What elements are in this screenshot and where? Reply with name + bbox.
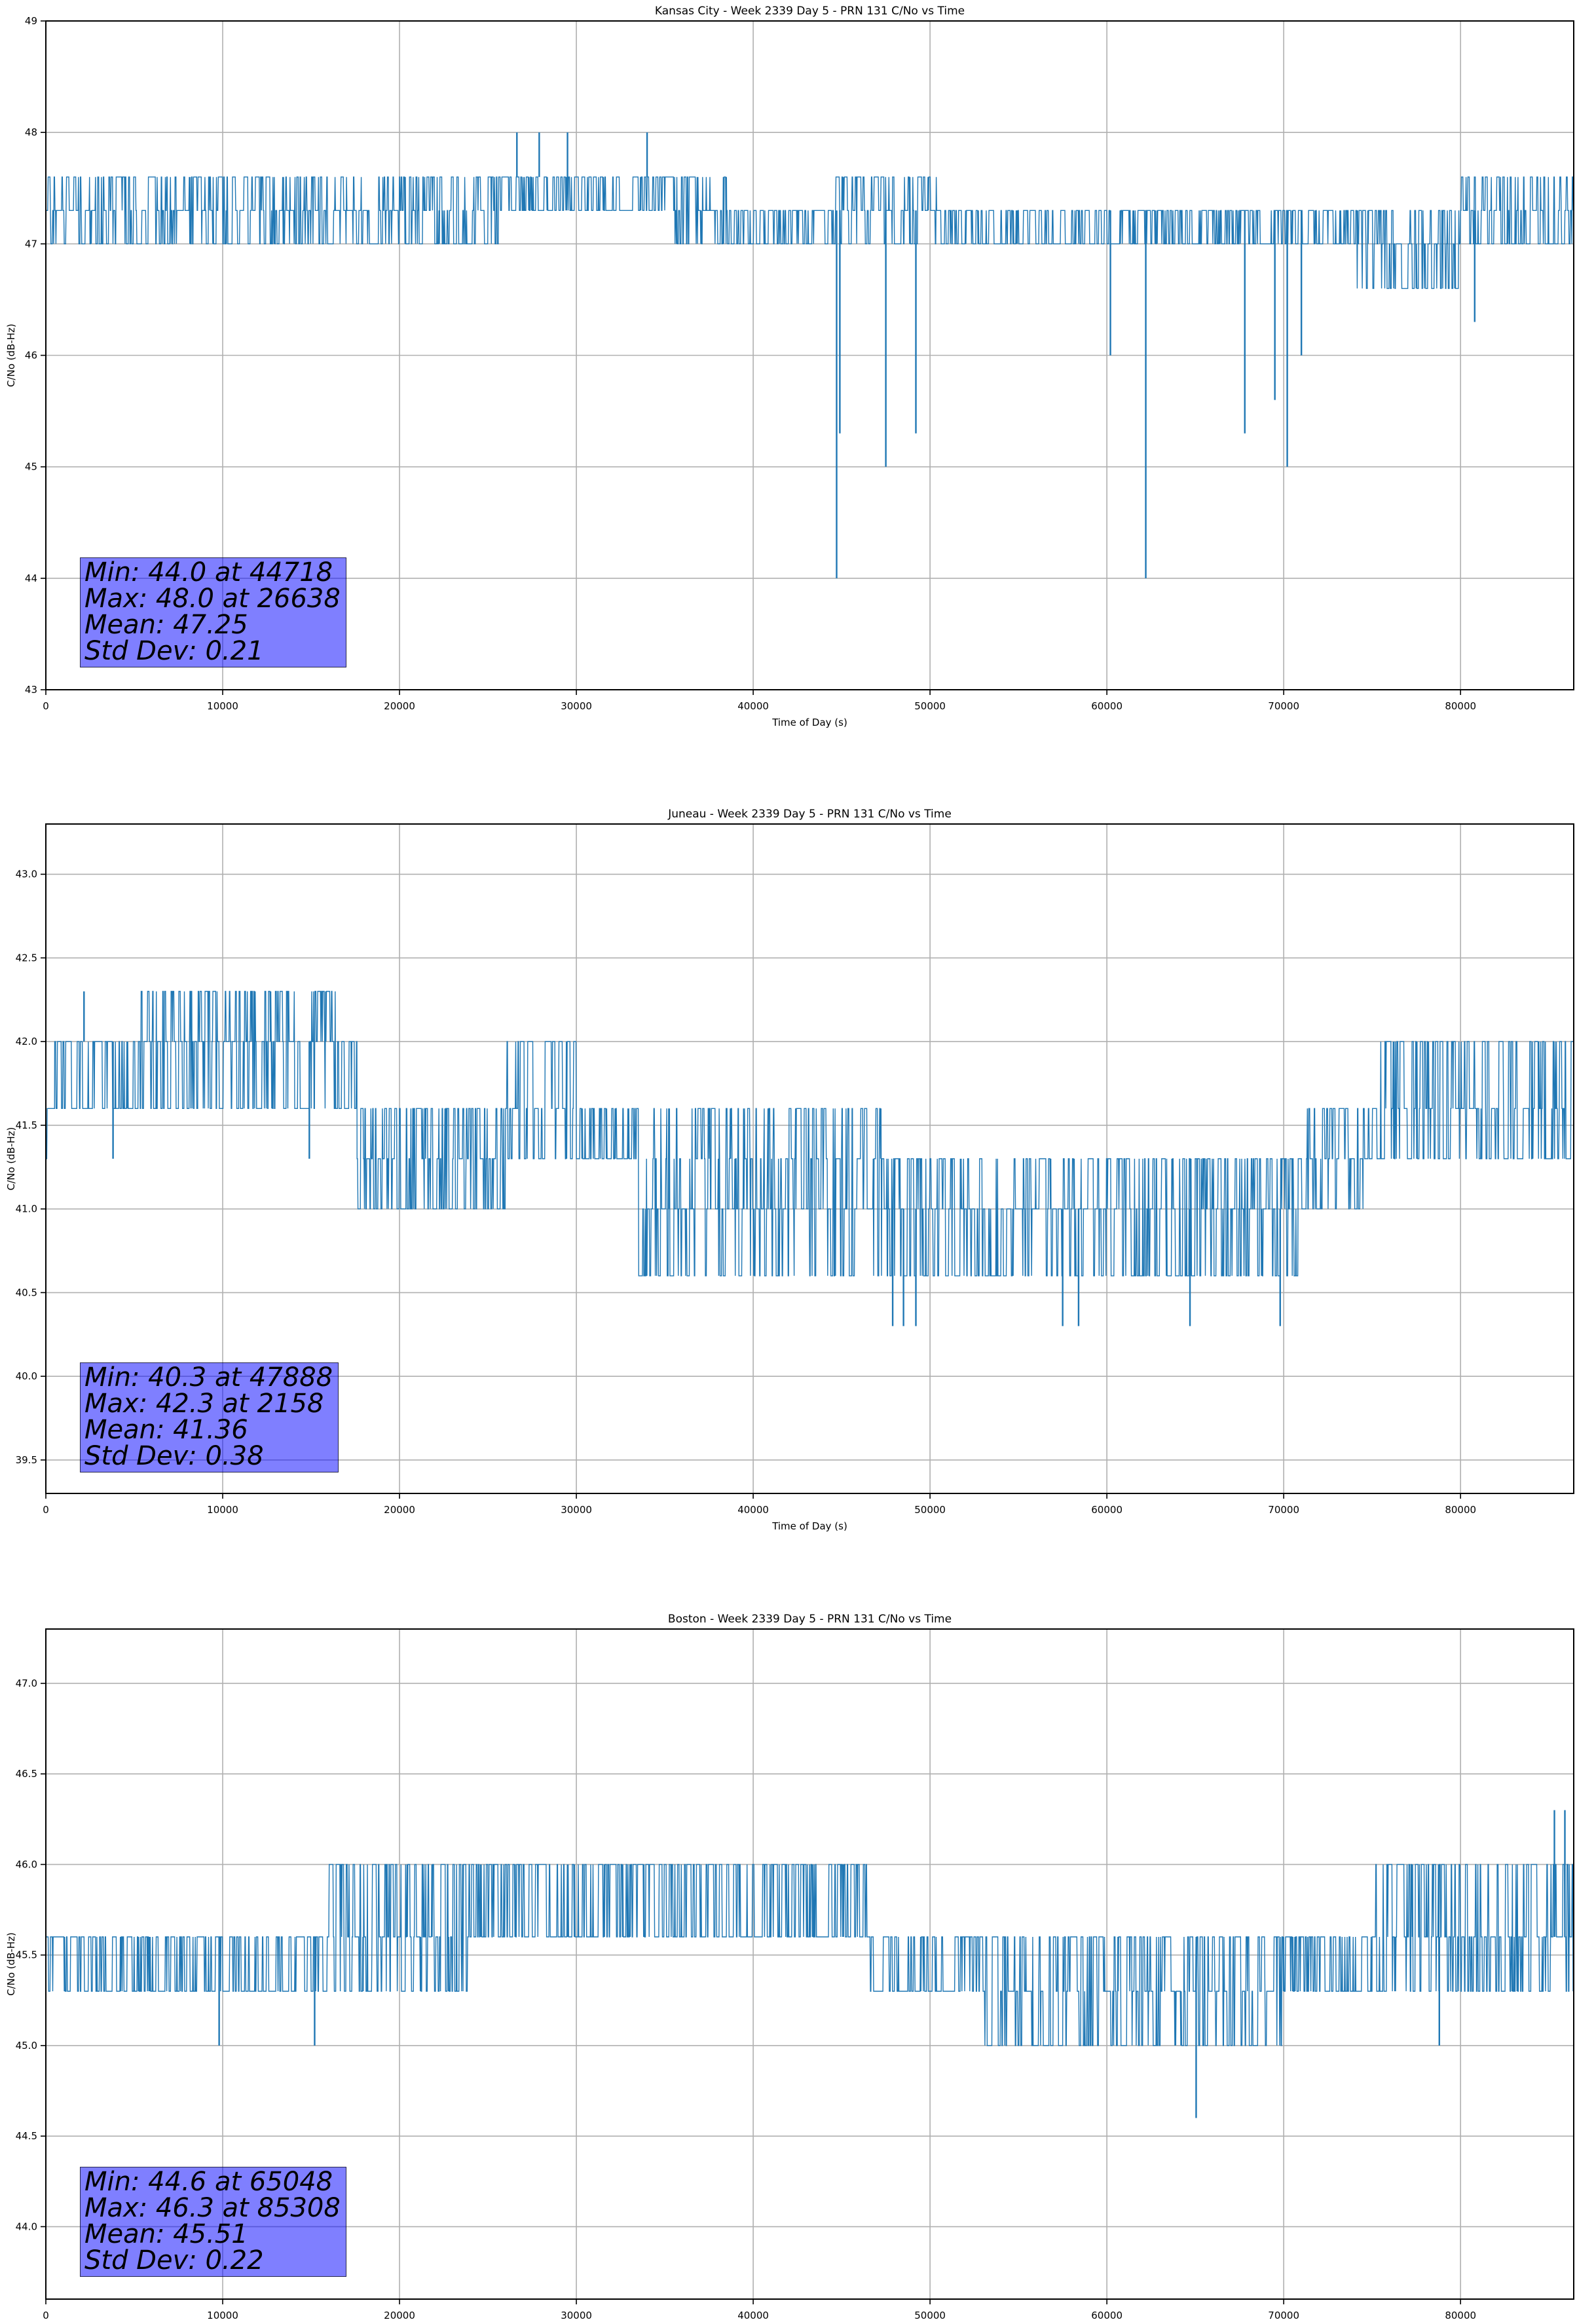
x-tick-label: 20000: [384, 700, 415, 712]
y-axis-label: C/No (dB-Hz): [5, 1127, 17, 1191]
subplot-3: 0 10000 20000 30000 40000 50000 60000 70000 8000…: [5, 1613, 1574, 2321]
stats-line: Std Dev: 0.21: [84, 636, 264, 666]
x-tick-label: 30000: [561, 700, 592, 712]
x-tick-label: 40000: [737, 1504, 769, 1516]
y-tick-label: 47: [25, 238, 37, 250]
x-tick-label: 50000: [914, 1504, 946, 1516]
x-tick-label: 70000: [1268, 700, 1299, 712]
stats-line: Max: 46.3 at 85308: [84, 2193, 341, 2223]
y-tick-label: 45.0: [16, 2040, 37, 2052]
stats-line: Mean: 47.25: [84, 610, 248, 640]
y-tick-label: 47.0: [16, 1677, 37, 1689]
y-tick-label: 41.0: [16, 1203, 37, 1215]
stats-line: Min: 44.6 at 65048: [84, 2167, 333, 2197]
y-axis-label: C/No (dB-Hz): [5, 324, 17, 387]
y-tick-label: 45.5: [16, 1949, 37, 1961]
x-tick-label: 0: [43, 2310, 49, 2321]
y-tick-label: 39.5: [16, 1454, 37, 1466]
y-tick-label: 43.0: [16, 869, 37, 880]
x-tick-label: 30000: [561, 2310, 592, 2321]
stats-line: Std Dev: 0.22: [84, 2245, 264, 2276]
y-tick-label: 45: [25, 461, 37, 473]
axes-frame: [45, 1628, 1574, 2300]
x-tick-label: 40000: [737, 2310, 769, 2321]
y-tick-label: 46.5: [16, 1768, 37, 1780]
axes-frame: [45, 823, 1574, 1494]
y-tick-label: 44.5: [16, 2130, 37, 2142]
stats-line: Min: 44.0 at 44718: [84, 557, 333, 588]
x-tick-label: 10000: [207, 1504, 238, 1516]
y-axis-label: C/No (dB-Hz): [5, 1932, 17, 1996]
series-line: [46, 990, 1574, 1277]
stats-box: Min: 44.0 at 44718 Max: 48.0 at 26638 Mean…: [80, 557, 346, 667]
y-tick-label: 43: [25, 684, 37, 696]
y-tick-label: 42.0: [16, 1036, 37, 1047]
x-tick-label: 20000: [384, 2310, 415, 2321]
x-tick-label: 40000: [737, 700, 769, 712]
x-tick-label: 80000: [1445, 2310, 1476, 2321]
chart-title: Boston - Week 2339 Day 5 - PRN 131 C/No …: [668, 1613, 952, 1626]
stats-line: Std Dev: 0.38: [84, 1441, 264, 1471]
x-tick-label: 70000: [1268, 1504, 1299, 1516]
x-axis-label: Time of Day (s): [771, 1520, 847, 1532]
x-tick-label: 10000: [207, 2310, 238, 2321]
x-tick-label: 60000: [1091, 700, 1122, 712]
y-tick-label: 40.0: [16, 1370, 37, 1382]
stats-line: Max: 42.3 at 2158: [84, 1389, 324, 1419]
x-tick-label: 70000: [1268, 2310, 1299, 2321]
y-tick-label: 41.5: [16, 1119, 37, 1131]
y-tick-label: 42.5: [16, 952, 37, 964]
x-axis-label: Time of Day (s): [771, 717, 847, 728]
stats-line: Max: 48.0 at 26638: [84, 584, 341, 614]
x-tick-label: 50000: [914, 2310, 946, 2321]
x-tick-label: 80000: [1445, 1504, 1476, 1516]
x-tick-label: 0: [43, 1504, 49, 1516]
x-tick-label: 60000: [1091, 1504, 1122, 1516]
y-tick-label: 48: [25, 126, 37, 138]
series-line: [46, 176, 1574, 290]
y-tick-label: 44.0: [16, 2221, 37, 2232]
x-tick-label: 60000: [1091, 2310, 1122, 2321]
y-tick-label: 40.5: [16, 1286, 37, 1298]
stats-box: Min: 40.3 at 47888 Max: 42.3 at 2158 Mean:…: [80, 1362, 339, 1472]
subplot-2: 0 10000 20000 30000 40000 50000 60000 70000 8000…: [5, 808, 1574, 1532]
chart-title: Juneau - Week 2339 Day 5 - PRN 131 C/No …: [667, 808, 952, 821]
x-tick-label: 80000: [1445, 700, 1476, 712]
y-tick-label: 49: [25, 15, 37, 27]
x-tick-label: 0: [43, 700, 49, 712]
y-tick-label: 44: [25, 572, 37, 584]
x-tick-label: 50000: [914, 700, 946, 712]
stats-line: Min: 40.3 at 47888: [84, 1362, 333, 1393]
y-tick-label: 46.0: [16, 1858, 37, 1870]
x-tick-label: 30000: [561, 1504, 592, 1516]
stats-line: Mean: 41.36: [84, 1415, 248, 1445]
stats-line: Mean: 45.51: [84, 2219, 248, 2249]
y-tick-label: 46: [25, 350, 37, 362]
stats-box: Min: 44.6 at 65048 Max: 46.3 at 85308 Mean…: [80, 2167, 346, 2277]
chart-title: Kansas City - Week 2339 Day 5 - PRN 131 …: [655, 5, 965, 18]
x-tick-label: 10000: [207, 700, 238, 712]
series-line: [46, 1864, 1574, 2046]
x-tick-label: 20000: [384, 1504, 415, 1516]
